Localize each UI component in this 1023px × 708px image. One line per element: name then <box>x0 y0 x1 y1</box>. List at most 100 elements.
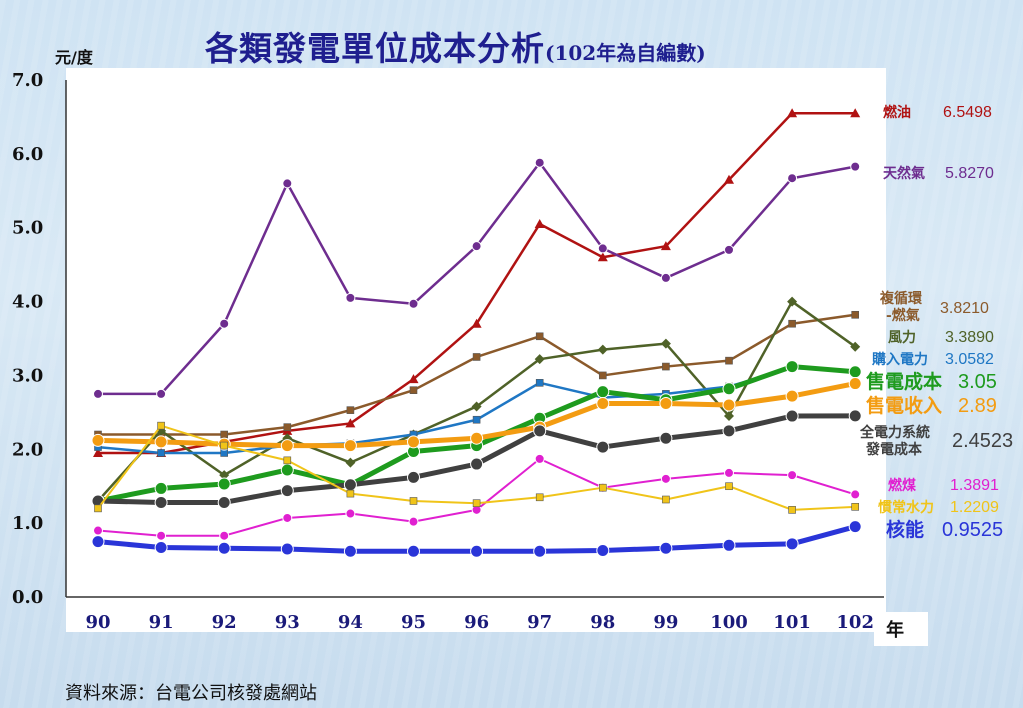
x-tick-label: 95 <box>401 612 426 633</box>
data-point <box>597 243 608 254</box>
data-point <box>785 409 799 423</box>
data-point <box>659 396 673 410</box>
data-point <box>722 398 736 412</box>
y-tick-label: 7.0 <box>12 70 43 91</box>
y-tick-label: 5.0 <box>12 218 43 239</box>
y-unit-label: 元/度 <box>55 48 93 67</box>
series-value-label: 3.3890 <box>945 329 994 346</box>
data-point <box>659 541 673 555</box>
series-name-label: 風力 <box>888 329 916 346</box>
series-value-label: 6.5498 <box>943 104 992 121</box>
data-point <box>409 386 418 395</box>
data-point <box>598 371 607 380</box>
series-value-label: 0.9525 <box>942 519 1003 541</box>
data-point <box>851 310 860 319</box>
data-point <box>345 292 356 303</box>
series-name-label: 燃油 <box>883 104 911 121</box>
data-point <box>534 157 545 168</box>
data-point <box>217 541 231 555</box>
data-point <box>407 470 420 484</box>
data-point <box>217 495 231 509</box>
data-point <box>470 431 484 445</box>
x-tick-label: 102 <box>836 612 874 633</box>
series-value-label: 2.4523 <box>952 430 1013 452</box>
data-point <box>280 542 294 556</box>
data-point <box>534 219 545 229</box>
data-point <box>725 356 733 365</box>
x-tick-label: 99 <box>653 612 678 633</box>
data-point <box>346 489 355 498</box>
data-point <box>408 516 419 527</box>
series-value-label: 2.89 <box>958 395 997 417</box>
data-point <box>785 537 799 551</box>
x-axis-label: 年 <box>886 619 904 641</box>
series-value-label: 5.8270 <box>945 165 994 182</box>
y-tick-label: 6.0 <box>12 144 43 165</box>
data-point <box>848 377 862 391</box>
data-point <box>535 493 544 502</box>
title-main: 各類發電單位成本分析 <box>205 29 545 68</box>
data-point <box>470 457 484 471</box>
series-name-label: 核能 <box>886 518 924 541</box>
data-point <box>346 406 355 414</box>
x-tick-label: 91 <box>149 612 174 633</box>
data-point <box>280 439 294 453</box>
data-point <box>596 543 610 557</box>
data-point <box>785 360 799 374</box>
series-value-label: 3.0582 <box>945 351 994 368</box>
data-point <box>219 318 230 329</box>
data-point <box>408 374 419 384</box>
data-point <box>217 477 231 491</box>
data-point <box>94 504 102 513</box>
data-point <box>596 385 610 399</box>
data-point <box>93 525 103 536</box>
data-point <box>219 470 230 481</box>
data-point <box>597 252 608 262</box>
data-point <box>724 467 734 478</box>
data-point <box>407 544 420 558</box>
data-point <box>725 482 733 491</box>
data-point <box>787 108 798 118</box>
series-name-label: 售電成本 <box>865 370 942 393</box>
data-point <box>659 431 673 445</box>
data-point <box>850 108 861 118</box>
data-point <box>471 318 482 328</box>
data-point <box>724 244 734 255</box>
data-point <box>280 484 294 498</box>
data-point <box>154 541 168 555</box>
data-point <box>471 401 482 412</box>
y-tick-label: 2.0 <box>12 439 43 460</box>
data-point <box>788 506 796 514</box>
data-point <box>343 544 357 558</box>
data-point <box>787 173 798 184</box>
data-point <box>534 453 545 464</box>
data-point <box>535 379 544 387</box>
data-point <box>660 473 671 484</box>
data-point <box>91 433 105 447</box>
data-point <box>850 161 861 172</box>
data-point <box>533 424 547 438</box>
data-point <box>533 544 547 558</box>
data-point <box>282 512 293 523</box>
data-point <box>91 535 105 549</box>
data-point <box>470 544 484 558</box>
x-unit-box <box>874 612 928 646</box>
x-tick-label: 96 <box>464 612 489 633</box>
series-name-label: 全電力系統發電成本 <box>859 424 930 458</box>
series-value-label: 1.2209 <box>950 499 999 516</box>
y-tick-label: 3.0 <box>12 365 43 386</box>
x-tick-label: 94 <box>338 612 363 633</box>
data-point <box>660 241 671 251</box>
data-point <box>662 362 670 371</box>
data-point <box>282 178 293 189</box>
data-point <box>472 499 481 508</box>
data-point <box>787 470 798 481</box>
series-name-label: 購入電力 <box>871 351 928 368</box>
data-point <box>662 495 670 504</box>
y-tick-label: 1.0 <box>12 513 43 534</box>
data-point <box>848 409 862 423</box>
data-point <box>785 389 799 403</box>
data-point <box>471 241 482 252</box>
series-name-label: 燃煤 <box>888 477 917 494</box>
